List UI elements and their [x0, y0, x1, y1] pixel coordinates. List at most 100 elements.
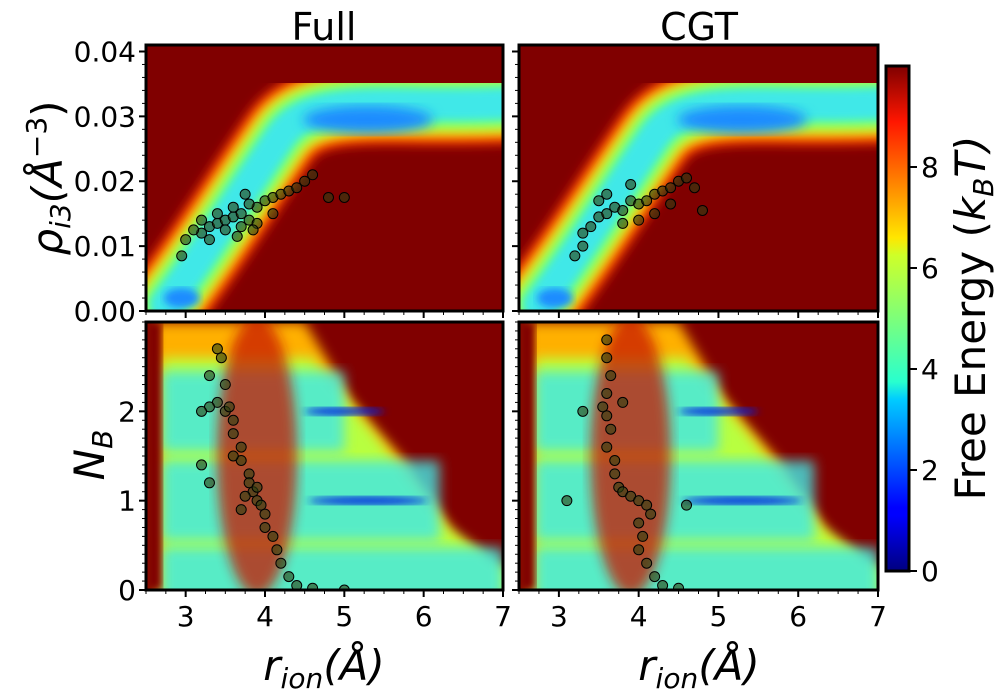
- x-tick-label: 5: [710, 600, 728, 633]
- scatter-point: [322, 191, 334, 203]
- scatter-point: [577, 240, 589, 252]
- scatter-point: [585, 221, 597, 233]
- scatter-point: [267, 530, 279, 542]
- scatter-point: [597, 401, 609, 413]
- x-label-var-left: r: [263, 641, 283, 690]
- scatter-point: [641, 195, 653, 207]
- scatter-point: [203, 370, 215, 382]
- scatter-point: [247, 224, 259, 236]
- scatter-point: [665, 182, 677, 194]
- scatter-point: [227, 450, 239, 462]
- scatter-point: [605, 423, 617, 435]
- y-label-sub-nb: B: [86, 430, 119, 449]
- scatter-point: [307, 582, 319, 590]
- x-label-sub-left: ion: [281, 662, 324, 693]
- colorbar-tick-label: 4: [921, 353, 939, 386]
- scatter-point: [601, 208, 613, 220]
- x-axis-label-left: rion(Å): [263, 640, 384, 693]
- x-tick-label: 4: [256, 600, 274, 633]
- svg-text:NB: NB: [65, 430, 119, 481]
- scatter-point: [625, 178, 637, 190]
- scatter-point: [283, 571, 295, 583]
- scatter-point: [605, 370, 617, 382]
- heatmap-panel-cgt-rho: [517, 43, 880, 313]
- colorbar: 0 2 4 6 8 Free Energy (kBT): [884, 64, 1000, 588]
- scatter-point: [633, 214, 645, 226]
- scatter-point: [601, 410, 613, 422]
- colorbar-gradient: [884, 64, 911, 573]
- scatter-point: [633, 517, 645, 529]
- colorbar-tick-label: 8: [921, 151, 939, 184]
- x-tick-label: 7: [494, 600, 512, 633]
- excluded-region: [146, 322, 162, 590]
- x-tick-label: 7: [869, 600, 887, 633]
- scatter-point: [649, 208, 661, 220]
- scatter-point: [601, 188, 613, 200]
- free-energy-minimum: [677, 105, 808, 134]
- colorbar-ticks: 0 2 4 6 8: [909, 151, 939, 588]
- y-tick-label: 0.02: [74, 165, 136, 198]
- scatter-point: [657, 580, 669, 590]
- scatter-point: [689, 182, 701, 194]
- scatter-point: [219, 224, 231, 236]
- colorbar-label: Free Energy (kBT): [946, 136, 1000, 501]
- colorbar-label-plain: Free Energy (: [946, 221, 995, 500]
- scatter-point: [609, 454, 621, 466]
- panel-title-full: Full: [292, 5, 357, 49]
- scatter-point: [196, 214, 208, 226]
- scatter-point: [243, 198, 255, 210]
- free-energy-minimum-low: [163, 288, 200, 309]
- scatter-point: [291, 182, 303, 194]
- colorbar-label-var: k: [946, 195, 995, 221]
- scatter-point: [235, 221, 247, 233]
- x-label-unit-left: (Å): [323, 640, 385, 690]
- scatter-point: [577, 405, 589, 417]
- scatter-point: [696, 204, 708, 216]
- x-axis-label-right: rion(Å): [638, 640, 759, 693]
- x-tick-label: 3: [550, 600, 568, 633]
- scatter-point: [649, 571, 661, 583]
- transition-region: [590, 322, 671, 590]
- colorbar-tick-label: 2: [921, 454, 939, 487]
- scatter-point: [291, 580, 303, 590]
- scatter-point: [338, 191, 350, 203]
- scatter-point: [188, 224, 200, 236]
- scatter-point: [227, 428, 239, 440]
- scatter-point: [593, 195, 605, 207]
- y-tick-label: 0.03: [74, 100, 136, 133]
- scatter-point: [569, 250, 581, 262]
- x-label-var-right: r: [638, 641, 658, 690]
- scatter-point: [235, 441, 247, 453]
- scatter-point: [275, 557, 287, 569]
- y-label-var-nb: N: [65, 449, 114, 480]
- y-axis-label-bottom: NB: [65, 430, 119, 481]
- scatter-point: [196, 459, 208, 471]
- nb-channel: [534, 547, 878, 590]
- x-tick-label: 3: [177, 600, 195, 633]
- scatter-point: [239, 188, 251, 200]
- scatter-point: [235, 208, 247, 220]
- heatmap-panel-cgt-nb: [517, 320, 880, 592]
- colorbar-tick-label: 6: [921, 252, 939, 285]
- y-tick-label: 2: [118, 395, 136, 428]
- scatter-point: [637, 530, 649, 542]
- y-label-sup-rho: −3: [20, 117, 53, 158]
- y-tick-label: 0.00: [74, 295, 136, 328]
- scatter-point: [259, 521, 271, 533]
- scatter-point: [645, 508, 657, 520]
- x-label-unit-right: (Å): [698, 640, 760, 690]
- nb1-minimum: [682, 496, 803, 505]
- heatmap-panel-full-nb: [144, 320, 505, 592]
- scatter-point: [601, 352, 613, 364]
- y-label-unit-rho: (Å: [22, 158, 72, 203]
- y-label-sub-rho: i3: [44, 203, 77, 229]
- nb2-minimum: [304, 407, 385, 416]
- scatter-point: [219, 379, 231, 391]
- scatter-point: [601, 387, 613, 399]
- scatter-point: [633, 544, 645, 556]
- x-label-sub-right: ion: [656, 662, 699, 693]
- scatter-point: [196, 405, 208, 417]
- scatter-point: [617, 217, 629, 229]
- excluded-region: [519, 322, 535, 590]
